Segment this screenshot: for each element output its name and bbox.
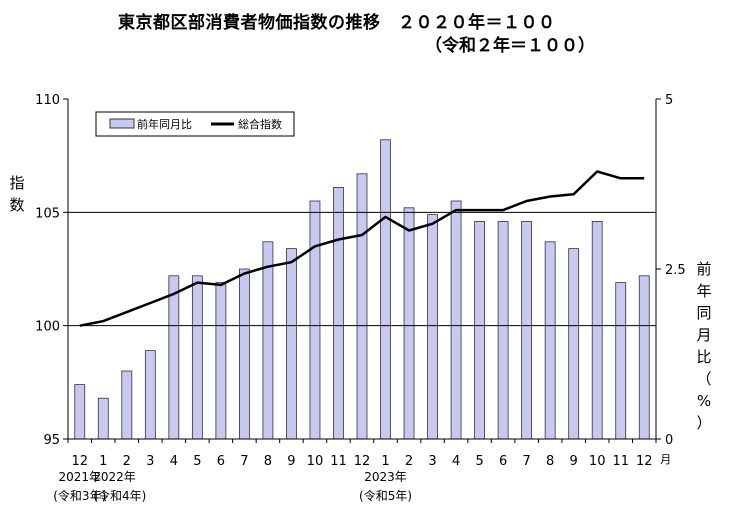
- bar: [309, 200, 321, 440]
- x-tick-label: 9: [287, 454, 295, 469]
- right-axis-label: 前 年 同 月 比 （ % ）: [696, 260, 712, 432]
- x-tick-label: 5: [475, 454, 483, 469]
- legend: 前年同月比 総合指数: [95, 111, 295, 137]
- bar: [121, 370, 133, 440]
- legend-box: [95, 111, 295, 137]
- bar: [474, 220, 486, 440]
- bar: [215, 282, 227, 440]
- x-tick-label: 8: [264, 454, 272, 469]
- bar-series: [74, 139, 650, 440]
- gridlines: [68, 211, 656, 327]
- bar: [356, 173, 368, 440]
- chart-subtitle: （令和２年＝１００）: [425, 36, 595, 56]
- x-tick-label: 11: [330, 454, 347, 469]
- bar: [333, 186, 344, 440]
- era-label: (令和4年): [93, 488, 146, 503]
- x-tick-label: 7: [522, 454, 530, 469]
- bar: [168, 275, 180, 440]
- axes: [63, 98, 661, 443]
- bar: [380, 139, 391, 440]
- era-label: (令和3年): [53, 488, 106, 503]
- x-tick-label: 12: [636, 454, 653, 469]
- bar: [97, 397, 109, 440]
- legend-line-label: 総合指数: [238, 117, 282, 131]
- bar: [615, 282, 627, 440]
- x-tick-label: 10: [589, 454, 606, 469]
- year-label: 2022年: [93, 470, 136, 484]
- bar: [403, 207, 415, 440]
- right-tick-label: 0: [665, 433, 673, 448]
- left-tick-label: 110: [35, 93, 60, 108]
- year-label: 2023年: [364, 470, 407, 484]
- legend-bar-swatch: [109, 118, 135, 129]
- bar: [521, 220, 533, 440]
- bar: [74, 384, 86, 440]
- x-tick-label: 12: [71, 454, 88, 469]
- bar: [591, 220, 603, 440]
- x-tick-label: 3: [428, 454, 436, 469]
- x-tick-label: 11: [612, 454, 629, 469]
- bar: [450, 200, 462, 440]
- x-tick-label: 12: [354, 454, 371, 469]
- bar: [497, 220, 509, 440]
- x-tick-label: 2: [123, 454, 131, 469]
- bar: [286, 248, 297, 440]
- x-tick-label: 1: [381, 454, 389, 469]
- x-tick-label: 9: [570, 454, 578, 469]
- left-axis-label: 指 数: [9, 174, 25, 214]
- bar: [191, 275, 203, 440]
- year-label: 2021年: [58, 470, 101, 484]
- legend-bar-label: 前年同月比: [137, 117, 192, 131]
- chart-title: 東京都区部消費者物価指数の推移 ２０２０年＝１００: [118, 13, 556, 33]
- x-tick-label: 10: [307, 454, 324, 469]
- bar: [144, 350, 156, 440]
- left-tick-label: 95: [43, 433, 60, 448]
- right-tick-label: 5: [665, 93, 673, 108]
- bar: [238, 268, 250, 440]
- line-series: [79, 170, 645, 327]
- x-tick-label: 5: [193, 454, 201, 469]
- bar: [427, 214, 438, 440]
- x-tick-label: 4: [170, 454, 178, 469]
- x-unit-label: 月: [660, 453, 671, 466]
- index-line: [79, 170, 645, 327]
- era-label: (令和5年): [359, 488, 412, 503]
- x-tick-label: 6: [217, 454, 225, 469]
- bar: [544, 241, 556, 440]
- left-tick-label: 105: [35, 206, 60, 221]
- x-tick-label: 2: [405, 454, 413, 469]
- x-tick-label: 8: [546, 454, 554, 469]
- right-tick-label: 2.5: [665, 263, 686, 278]
- bar: [638, 275, 650, 440]
- x-tick-label: 6: [499, 454, 507, 469]
- bar: [262, 241, 274, 440]
- bar: [568, 248, 580, 440]
- x-tick-label: 7: [240, 454, 248, 469]
- x-tick-label: 4: [452, 454, 460, 469]
- x-tick-label: 3: [146, 454, 154, 469]
- left-tick-label: 100: [35, 320, 60, 335]
- x-tick-label: 1: [99, 454, 107, 469]
